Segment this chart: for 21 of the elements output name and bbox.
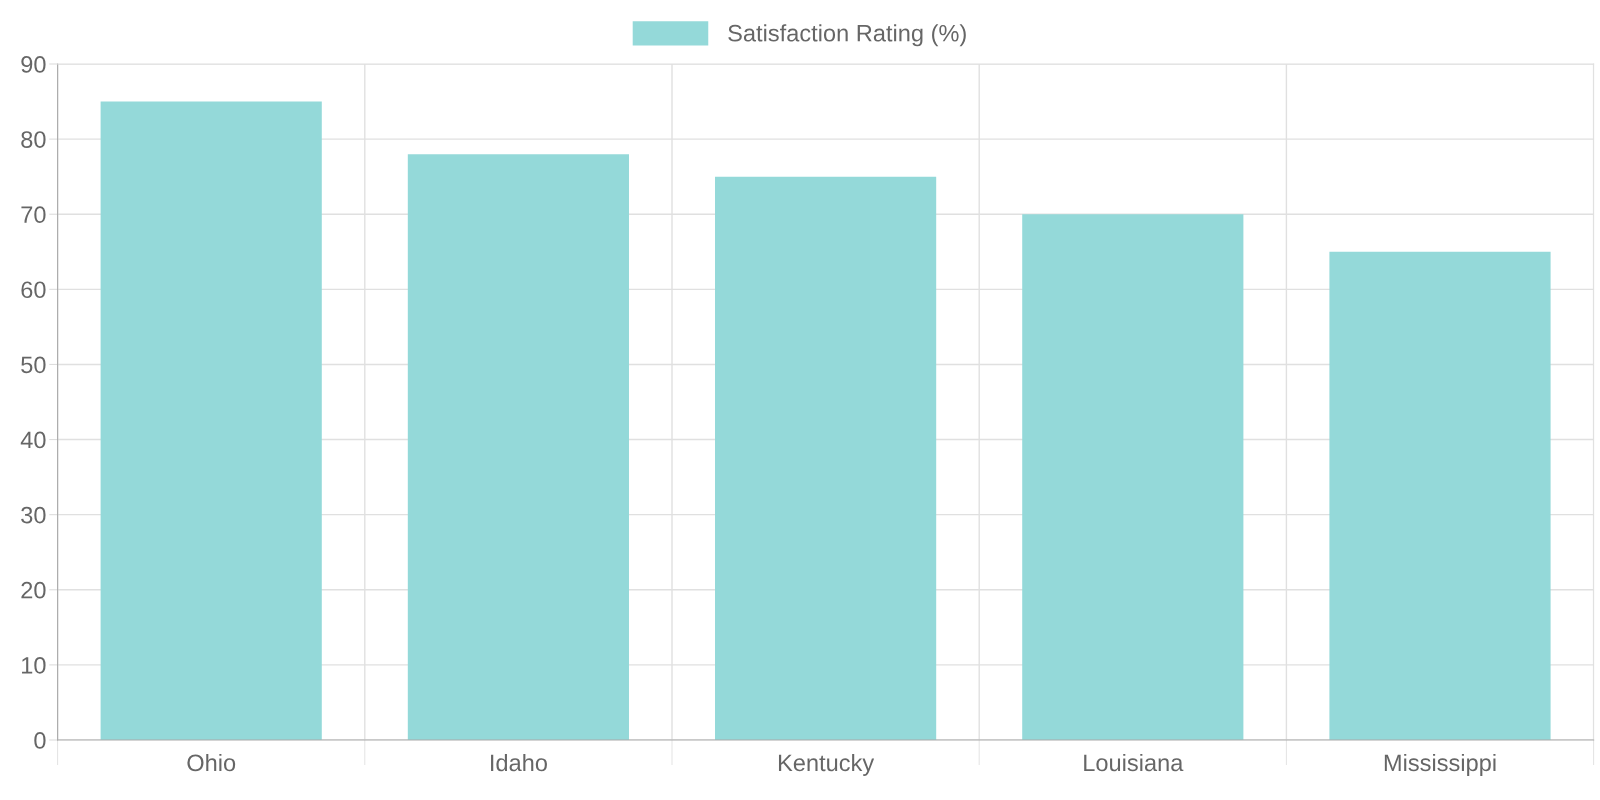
x-tick-label: Louisiana — [1084, 753, 1184, 772]
y-tick-label: 10 — [22, 656, 46, 674]
bar — [715, 176, 937, 740]
y-tick-label: 60 — [21, 281, 46, 299]
bar — [1022, 214, 1244, 740]
bar — [407, 154, 629, 740]
x-tick-label: Mississippi — [1384, 753, 1496, 776]
bar — [100, 101, 322, 740]
y-tick-label: 0 — [34, 732, 46, 749]
y-tick-label: 30 — [21, 506, 46, 524]
y-tick-label: 20 — [21, 581, 46, 599]
y-tick-label: 40 — [20, 431, 46, 449]
x-tick-label: Kentucky — [778, 753, 875, 776]
bar — [1329, 251, 1551, 740]
legend-label: Satisfaction Rating (%) — [728, 24, 966, 47]
y-tick-label: 50 — [21, 356, 46, 374]
x-tick-label: Idaho — [491, 753, 547, 772]
y-tick-label: 80 — [21, 131, 46, 148]
y-tick-label: 90 — [21, 56, 46, 73]
x-tick-label: Ohio — [187, 753, 236, 772]
y-tick-label: 70 — [21, 206, 46, 224]
